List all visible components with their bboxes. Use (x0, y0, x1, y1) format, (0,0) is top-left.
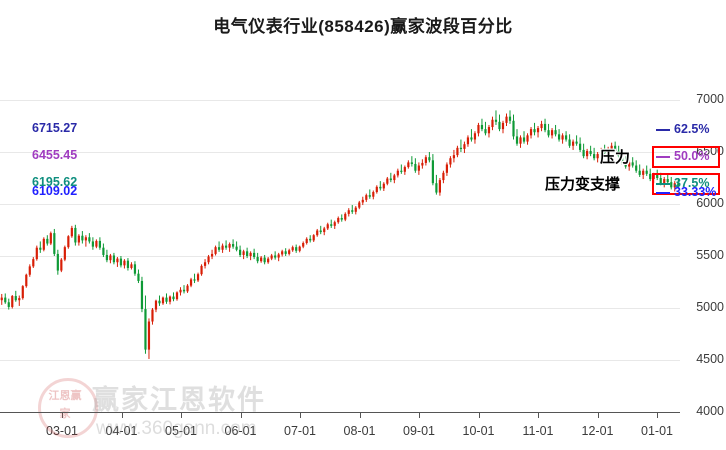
level-swatch (656, 155, 670, 158)
x-axis-tick (419, 412, 420, 418)
candlestick-series (0, 110, 680, 359)
level-percent-label: 37.5% (674, 175, 710, 190)
level-price-label: 6109.02 (32, 183, 78, 198)
gridline (0, 204, 680, 205)
y-axis-label: 4000 (696, 404, 724, 418)
x-axis-label: 04-01 (105, 424, 138, 438)
level-percent-label: 33.33% (674, 184, 717, 199)
x-axis-tick (538, 412, 539, 418)
y-axis-label: 5000 (696, 300, 724, 314)
watermark-brand: 赢家江恩软件 (92, 385, 266, 415)
x-axis-label: 07-01 (284, 424, 316, 438)
x-axis-label: 11-01 (522, 424, 554, 438)
gridline (0, 152, 680, 153)
gridline (0, 308, 680, 309)
x-axis-tick (240, 412, 242, 418)
gridline (0, 256, 680, 257)
level-annotation: 压力 (600, 148, 631, 166)
watermark-seal-text: 江恩赢家 (48, 390, 82, 420)
x-axis-line (0, 412, 680, 413)
x-axis-label: 05-01 (165, 424, 197, 438)
level-swatch (656, 182, 670, 185)
watermark-url: www.360gann.com (96, 418, 257, 439)
x-axis-label: 06-01 (224, 424, 257, 438)
x-axis-tick (121, 412, 123, 418)
y-axis-label: 4500 (696, 352, 724, 366)
plot-area (0, 100, 680, 413)
x-axis-tick (597, 412, 599, 418)
x-axis-label: 12-01 (581, 424, 614, 438)
level-annotation: 压力变支撑 (545, 175, 621, 193)
level-percent-label: 62.5% (674, 121, 710, 136)
x-axis-label: 01-01 (641, 424, 673, 438)
level-highlight-box (652, 172, 720, 195)
level-swatch (656, 191, 670, 194)
level-price-label: 6455.45 (32, 147, 78, 162)
x-axis-tick (359, 412, 361, 418)
x-axis-tick (300, 412, 301, 418)
x-axis-label: 09-01 (403, 424, 435, 438)
x-axis-tick (181, 412, 182, 418)
level-percent-label: 50.0% (674, 148, 710, 163)
level-price-label: 6715.27 (32, 120, 78, 135)
level-highlight-box (652, 145, 720, 168)
watermark-seal: 江恩赢家 (38, 378, 98, 438)
x-axis-label: 10-01 (462, 424, 495, 438)
y-axis-label: 7000 (696, 92, 724, 106)
y-axis-label: 5500 (696, 248, 724, 262)
page-title: 电气仪表行业(858426)赢家波段百分比 (213, 17, 513, 36)
gridline (0, 360, 680, 361)
level-swatch (656, 128, 670, 131)
level-price-label: 6195.62 (32, 174, 78, 189)
x-axis-label: 08-01 (343, 424, 376, 438)
y-axis-label: 6000 (696, 196, 724, 210)
gridline (0, 100, 680, 101)
x-axis-tick (478, 412, 480, 418)
x-axis-tick (657, 412, 658, 418)
